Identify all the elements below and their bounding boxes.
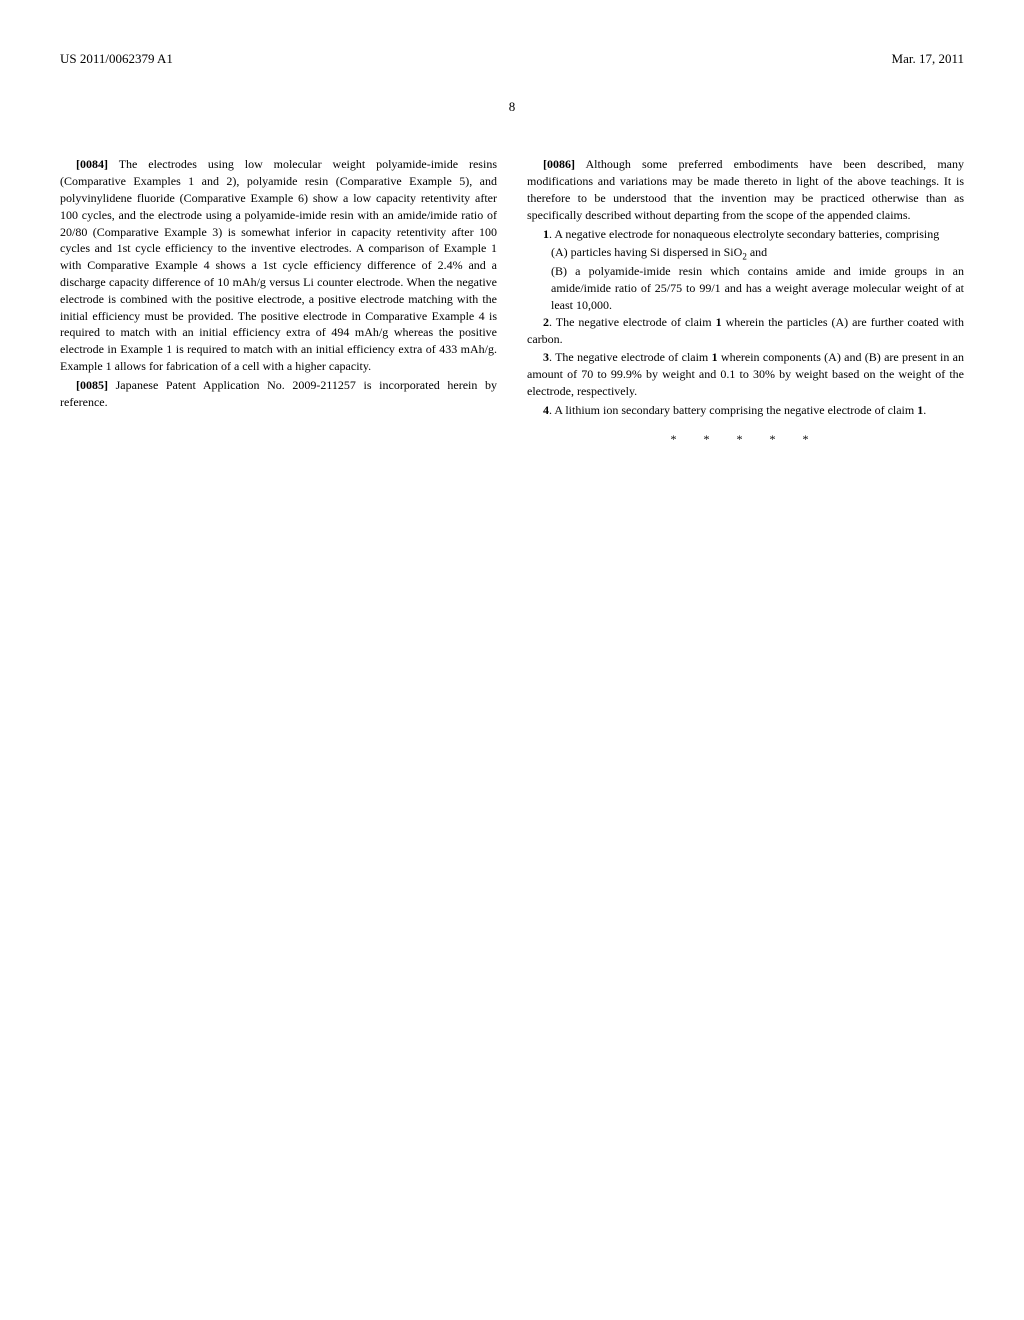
paragraph-0084: [0084] The electrodes using low molecula… [60, 156, 497, 374]
claim-item-text: (B) a polyamide-imide resin which contai… [551, 264, 964, 312]
claim-3: 3. The negative electrode of claim 1 whe… [527, 349, 964, 399]
claim-1-item-a: (A) particles having Si dispersed in SiO… [551, 244, 964, 263]
page-number: 8 [60, 98, 964, 116]
claim-item-text: (A) particles having Si dispersed in SiO… [551, 245, 767, 259]
para-text: Although some preferred embodiments have… [527, 157, 964, 221]
publication-number: US 2011/0062379 A1 [60, 50, 173, 68]
para-number: [0085] [76, 378, 108, 392]
page-header: US 2011/0062379 A1 Mar. 17, 2011 [60, 50, 964, 68]
para-number: [0086] [543, 157, 575, 171]
claim-text: . A lithium ion secondary battery compri… [549, 403, 917, 417]
content-area: [0084] The electrodes using low molecula… [60, 156, 964, 447]
claim-text: . The negative electrode of claim [549, 315, 716, 329]
left-column: [0084] The electrodes using low molecula… [60, 156, 497, 447]
right-column: [0086] Although some preferred embodimen… [527, 156, 964, 447]
claim-text: . A negative electrode for nonaqueous el… [549, 227, 939, 241]
claim-1-item-b: (B) a polyamide-imide resin which contai… [551, 263, 964, 313]
claim-2: 2. The negative electrode of claim 1 whe… [527, 314, 964, 348]
para-text: Japanese Patent Application No. 2009-211… [60, 378, 497, 409]
paragraph-0086: [0086] Although some preferred embodimen… [527, 156, 964, 223]
publication-date: Mar. 17, 2011 [892, 50, 964, 68]
para-text: The electrodes using low molecular weigh… [60, 157, 497, 373]
claim-1: 1. A negative electrode for nonaqueous e… [527, 226, 964, 243]
claim-text-after: . [923, 403, 926, 417]
paragraph-0085: [0085] Japanese Patent Application No. 2… [60, 377, 497, 411]
end-asterisks: * * * * * [527, 431, 964, 448]
para-number: [0084] [76, 157, 108, 171]
claim-4: 4. A lithium ion secondary battery compr… [527, 402, 964, 419]
claim-text: . The negative electrode of claim [549, 350, 712, 364]
